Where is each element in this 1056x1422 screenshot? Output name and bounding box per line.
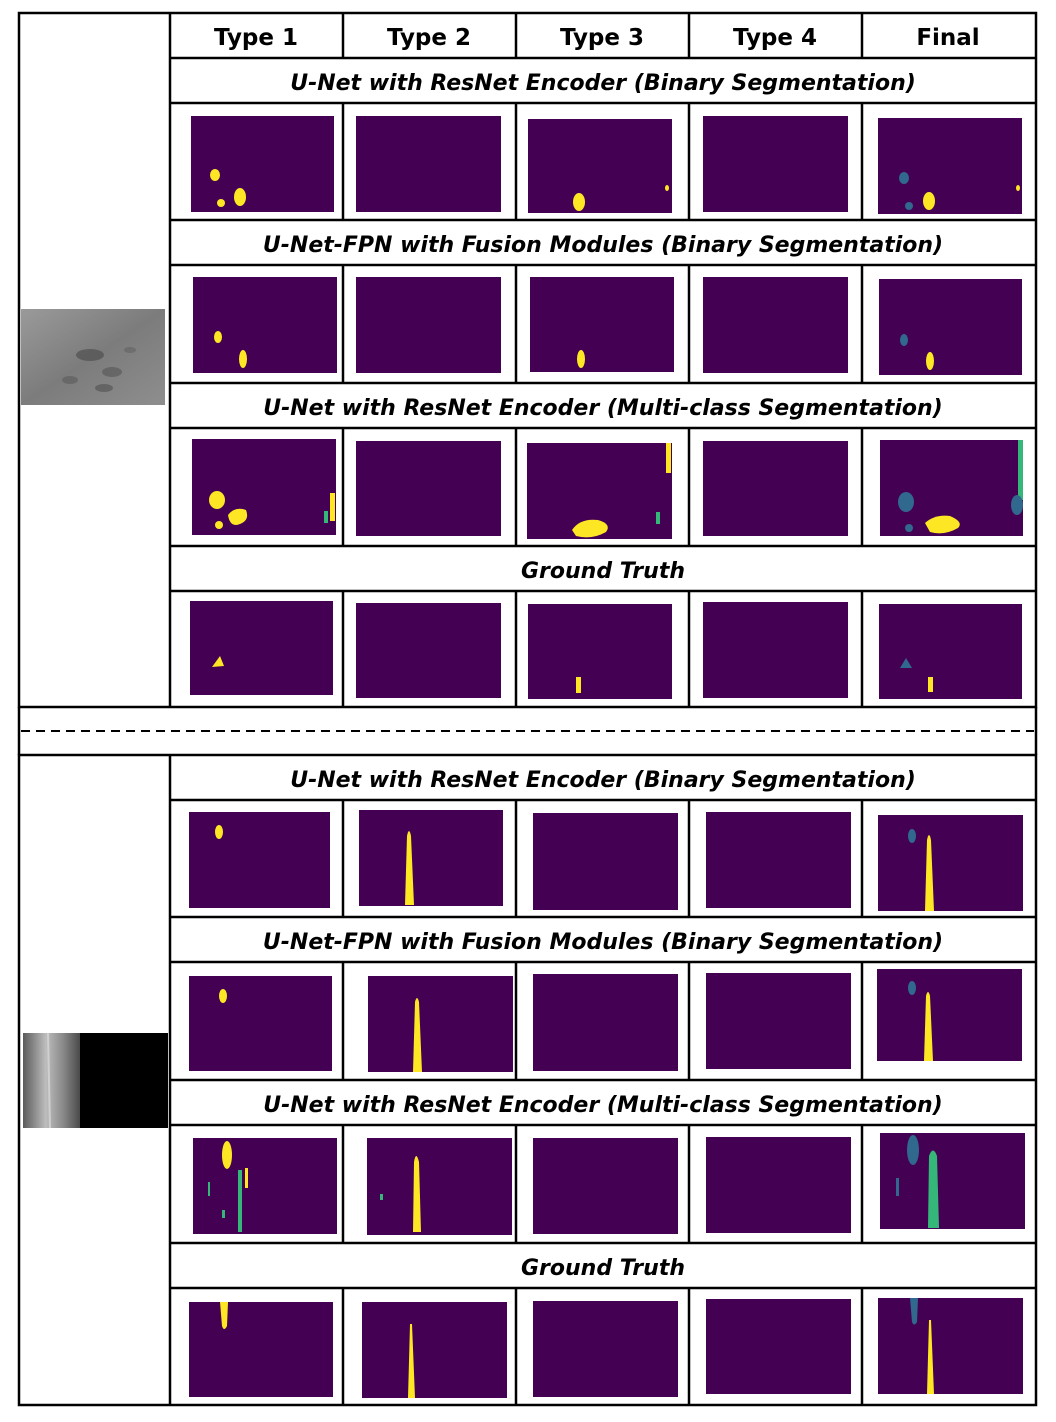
mask-type-4 bbox=[703, 116, 848, 212]
mask-type-3 bbox=[533, 1138, 678, 1234]
block-title: U-Net with ResNet Encoder (Binary Segmen… bbox=[290, 71, 916, 96]
mask-type-3 bbox=[528, 119, 672, 213]
mask-type-2 bbox=[356, 277, 501, 373]
mask-final bbox=[877, 969, 1022, 1061]
sample-2-block-unet-fpn-binary: U-Net-FPN with Fusion Modules (Binary Se… bbox=[170, 930, 1036, 1082]
mask-type-2 bbox=[356, 116, 501, 212]
block-title: U-Net-FPN with Fusion Modules (Binary Se… bbox=[263, 233, 943, 258]
mask-type-4 bbox=[706, 973, 851, 1069]
sample-1-block-unet-multiclass: U-Net with ResNet Encoder (Multi-class S… bbox=[170, 396, 1036, 548]
mask-type-4 bbox=[706, 1137, 851, 1233]
mask-type-3 bbox=[528, 604, 672, 699]
sample-1-input-image bbox=[21, 309, 165, 405]
sample-2: U-Net with ResNet Encoder (Binary Segmen… bbox=[17, 753, 1038, 1407]
mask-type-2 bbox=[359, 810, 503, 906]
mask-type-1 bbox=[192, 439, 336, 535]
mask-final bbox=[878, 118, 1022, 214]
sample-1-border bbox=[17, 11, 1038, 709]
mask-final bbox=[879, 604, 1022, 699]
sample-2-block-ground-truth: Ground Truth bbox=[170, 1256, 1036, 1405]
block-title: U-Net with ResNet Encoder (Multi-class S… bbox=[263, 1093, 943, 1118]
sample-2-block-unet-binary: U-Net with ResNet Encoder (Binary Segmen… bbox=[170, 768, 1036, 919]
mask-type-4 bbox=[706, 1299, 851, 1394]
mask-final bbox=[880, 440, 1023, 536]
column-header-type-3: Type 3 bbox=[560, 25, 644, 51]
mask-type-2 bbox=[356, 603, 501, 698]
block-title: Ground Truth bbox=[521, 1256, 685, 1281]
sample-2-block-unet-multiclass: U-Net with ResNet Encoder (Multi-class S… bbox=[170, 1093, 1036, 1245]
sample-1-block-ground-truth: Ground Truth bbox=[170, 559, 1036, 707]
sample-2-input-image bbox=[23, 1032, 168, 1129]
mask-type-2 bbox=[367, 1138, 512, 1235]
block-title: Ground Truth bbox=[521, 559, 685, 584]
mask-final bbox=[879, 279, 1022, 375]
mask-type-1 bbox=[191, 116, 334, 212]
mask-type-3 bbox=[533, 1301, 678, 1397]
mask-type-1 bbox=[193, 277, 337, 373]
column-header-type-4: Type 4 bbox=[733, 25, 817, 51]
mask-type-4 bbox=[703, 277, 848, 373]
column-header-row: Type 1 Type 2 Type 3 Type 4 Final bbox=[170, 13, 1036, 60]
column-header-final: Final bbox=[916, 25, 979, 51]
mask-final bbox=[878, 815, 1023, 911]
mask-type-1 bbox=[189, 1302, 333, 1397]
mask-type-3 bbox=[530, 277, 674, 372]
block-title: U-Net with ResNet Encoder (Binary Segmen… bbox=[290, 768, 916, 793]
sample-1-block-unet-fpn-binary: U-Net-FPN with Fusion Modules (Binary Se… bbox=[170, 233, 1036, 385]
mask-final bbox=[880, 1133, 1025, 1229]
block-title: U-Net-FPN with Fusion Modules (Binary Se… bbox=[263, 930, 943, 955]
mask-type-4 bbox=[703, 602, 848, 698]
mask-type-1 bbox=[190, 601, 333, 695]
mask-type-1 bbox=[193, 1138, 337, 1234]
sample-1-block-unet-binary: U-Net with ResNet Encoder (Binary Segmen… bbox=[170, 71, 1036, 222]
mask-type-4 bbox=[706, 812, 851, 908]
column-header-type-2: Type 2 bbox=[387, 25, 471, 51]
mask-type-1 bbox=[189, 812, 330, 908]
mask-type-3 bbox=[533, 974, 678, 1071]
block-title: U-Net with ResNet Encoder (Multi-class S… bbox=[263, 396, 943, 421]
mask-type-3 bbox=[533, 813, 678, 910]
sample-1: Type 1 Type 2 Type 3 Type 4 Final U-Net … bbox=[17, 11, 1038, 709]
mask-type-1 bbox=[189, 976, 332, 1071]
mask-final bbox=[878, 1298, 1023, 1394]
sample-separator bbox=[17, 707, 1038, 755]
mask-type-2 bbox=[362, 1302, 507, 1398]
mask-type-3 bbox=[527, 443, 672, 539]
mask-type-2 bbox=[368, 976, 513, 1072]
mask-type-4 bbox=[703, 441, 848, 536]
mask-type-2 bbox=[356, 441, 501, 536]
column-header-type-1: Type 1 bbox=[214, 25, 298, 51]
